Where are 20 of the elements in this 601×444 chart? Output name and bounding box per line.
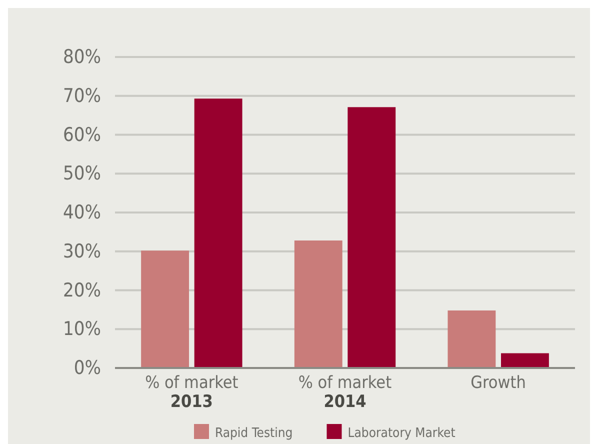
legend-label: Laboratory Market [348, 426, 456, 441]
y-tick-label: 0% [74, 357, 101, 380]
x-tick-label: % of market 2013 [145, 373, 238, 412]
bar [141, 250, 190, 368]
bar [500, 353, 549, 368]
y-tick-label: 50% [63, 162, 101, 185]
y-tick-label: 80% [63, 46, 101, 68]
x-tick-label: Growth [470, 373, 526, 393]
y-tick-label: 40% [63, 202, 101, 224]
y-tick-label: 20% [63, 279, 101, 302]
y-tick-label: 60% [63, 124, 101, 146]
x-tick-label: % of market 2014 [298, 373, 392, 412]
legend-label: Rapid Testing [215, 426, 293, 441]
bar [294, 240, 342, 368]
y-tick-label: 30% [63, 240, 101, 262]
bar [448, 310, 496, 368]
y-tick-label: 70% [63, 84, 101, 107]
bar [194, 98, 242, 368]
y-tick-label: 10% [63, 318, 101, 340]
bar [348, 107, 396, 368]
